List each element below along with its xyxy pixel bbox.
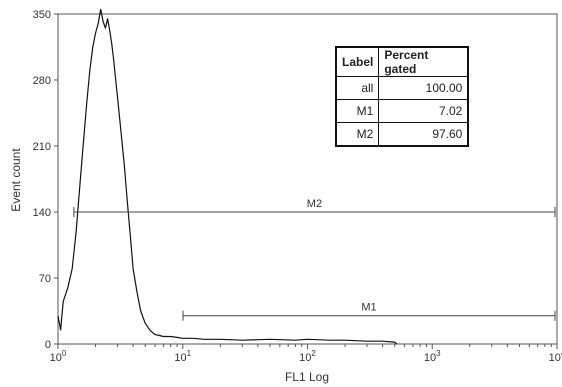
row-label: M1 <box>335 99 380 123</box>
plot-frame <box>57 13 558 345</box>
gate-m1-label: M1 <box>361 302 376 314</box>
y-tick-label: 70 <box>39 273 51 285</box>
y-axis-title: Event count <box>9 148 23 212</box>
column-header-label: Label <box>335 46 380 77</box>
y-tick-label: 280 <box>33 75 51 87</box>
x-tick-label: 101 <box>174 349 191 364</box>
x-tick-label: 103 <box>424 349 441 364</box>
table-row: all 100.00 <box>335 76 469 100</box>
x-tick-label: 102 <box>299 349 316 364</box>
gate-statistics-table: Label Percent gated all 100.00 M1 7.02 M… <box>335 46 470 147</box>
row-label: M2 <box>335 122 380 147</box>
row-percent: 7.02 <box>378 99 469 123</box>
y-tick-label: 140 <box>33 207 51 219</box>
x-tick-label: 104 <box>549 349 562 364</box>
y-tick-label: 0 <box>45 339 51 351</box>
table-row: M1 7.02 <box>335 99 469 123</box>
table-header-row: Label Percent gated <box>335 46 469 77</box>
histogram-line <box>57 8 398 345</box>
x-tick-label: 100 <box>50 349 67 364</box>
row-percent: 97.60 <box>378 122 469 147</box>
y-tick-label: 210 <box>33 141 51 153</box>
row-percent: 100.00 <box>378 76 469 100</box>
y-tick-label: 350 <box>33 9 51 21</box>
gate-m2-label: M2 <box>307 198 322 210</box>
column-header-percent-gated: Percent gated <box>378 46 469 77</box>
row-label: all <box>335 76 380 100</box>
table-row: M2 97.60 <box>335 122 469 147</box>
x-axis-title: FL1 Log <box>285 370 329 384</box>
